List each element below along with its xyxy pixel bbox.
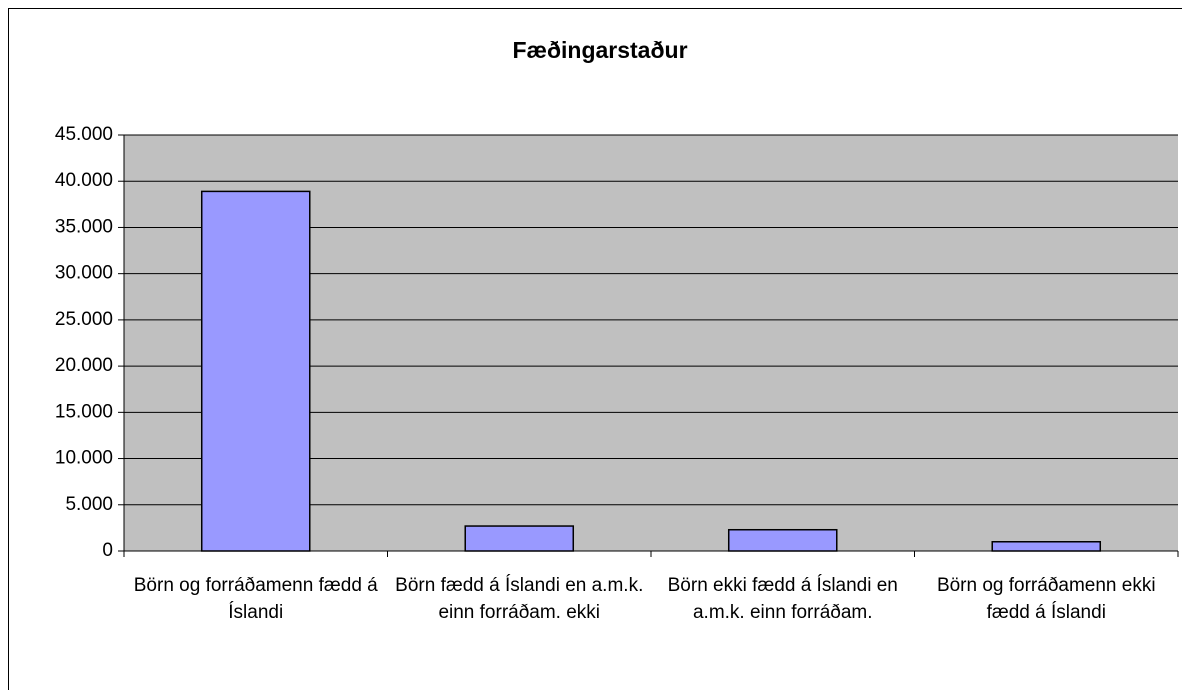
y-tick-label: 0 [102,540,113,561]
bar [991,541,1102,552]
y-tick-label: 25.000 [55,309,113,330]
chart-title: Fæðingarstaður [512,37,687,63]
x-tick-label: Börn fædd á Íslandi en a.m.k. einn forrá… [395,575,644,623]
y-tick-label: 45.000 [55,124,113,145]
y-tick-label: 10.000 [55,448,113,469]
y-tick-label: 15.000 [55,401,113,422]
y-tick-label: 40.000 [55,170,113,191]
y-tick-label: 30.000 [55,263,113,284]
x-tick-label: Börn og forráðamenn fædd á Íslandi [133,575,378,623]
bar [200,190,311,552]
y-tick-label: 5.000 [65,494,113,515]
bar [727,528,838,552]
y-tick-label: 20.000 [55,355,113,376]
x-tick-label: Börn og forráðamenn ekki fædd á Íslandi [936,575,1156,623]
x-tick-label: Börn ekki fædd á Íslandi en a.m.k. einn … [667,575,898,623]
bar [464,525,575,552]
y-tick-label: 35.000 [55,216,113,237]
